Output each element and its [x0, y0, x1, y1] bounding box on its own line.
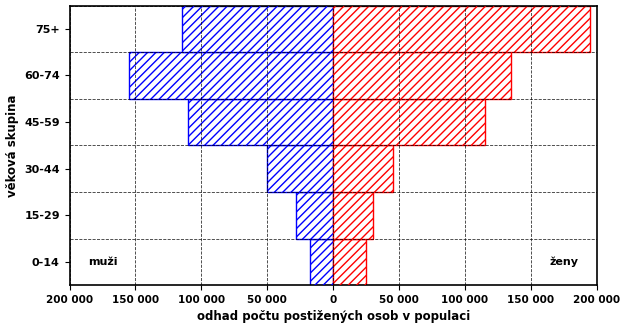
X-axis label: odhad počtu postižených osob v populaci: odhad počtu postižených osob v populaci: [197, 311, 470, 323]
Bar: [309, 239, 333, 285]
Bar: [333, 99, 485, 145]
Bar: [309, 239, 333, 285]
Bar: [333, 99, 485, 145]
Bar: [267, 145, 333, 192]
Bar: [333, 6, 590, 52]
Bar: [296, 192, 333, 239]
Bar: [129, 52, 333, 99]
Bar: [182, 6, 333, 52]
Bar: [188, 99, 333, 145]
Bar: [296, 192, 333, 239]
Bar: [129, 52, 333, 99]
Bar: [333, 239, 366, 285]
Bar: [333, 52, 511, 99]
Bar: [333, 192, 372, 239]
Text: muži: muži: [88, 257, 117, 267]
Y-axis label: věková skupina: věková skupina: [6, 94, 19, 197]
Bar: [333, 145, 393, 192]
Bar: [333, 145, 393, 192]
Text: ženy: ženy: [550, 257, 578, 267]
Bar: [267, 145, 333, 192]
Bar: [333, 239, 366, 285]
Bar: [188, 99, 333, 145]
Bar: [182, 6, 333, 52]
Bar: [333, 192, 372, 239]
Bar: [333, 52, 511, 99]
Bar: [333, 6, 590, 52]
